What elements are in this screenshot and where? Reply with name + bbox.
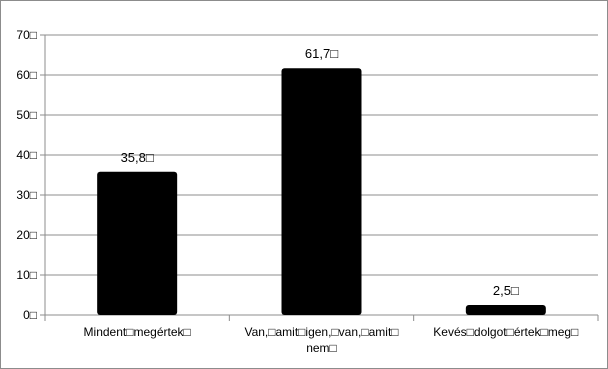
- y-tick-label: 0□: [23, 308, 37, 322]
- bar: [97, 171, 178, 315]
- y-tick-label: 20□: [16, 228, 37, 242]
- data-label: 2,5□: [493, 283, 519, 298]
- category-label: nem□: [306, 341, 337, 355]
- bar: [281, 68, 362, 315]
- labels: 0□ 10□ 20□ 30□ 40□ 50□ 60□ 70□ 35,8□ Mindent□megé…: [16, 28, 578, 355]
- data-label: 35,8□: [121, 150, 154, 165]
- y-tick-label: 30□: [16, 188, 37, 202]
- data-label: 61,7□: [305, 46, 338, 61]
- category-label: Kevés□dolgot□értek□meg□: [433, 325, 578, 339]
- y-tick-label: 10□: [16, 268, 37, 282]
- category-label: Van,□amit□igen,□van,□amit□: [244, 325, 398, 339]
- y-tick-label: 50□: [16, 108, 37, 122]
- category-label: Mindent□megértek□: [84, 325, 191, 339]
- y-tick-label: 60□: [16, 68, 37, 82]
- y-tick-label: 70□: [16, 28, 37, 42]
- bar: [465, 305, 546, 315]
- bars: [97, 68, 546, 315]
- y-tick-label: 40□: [16, 148, 37, 162]
